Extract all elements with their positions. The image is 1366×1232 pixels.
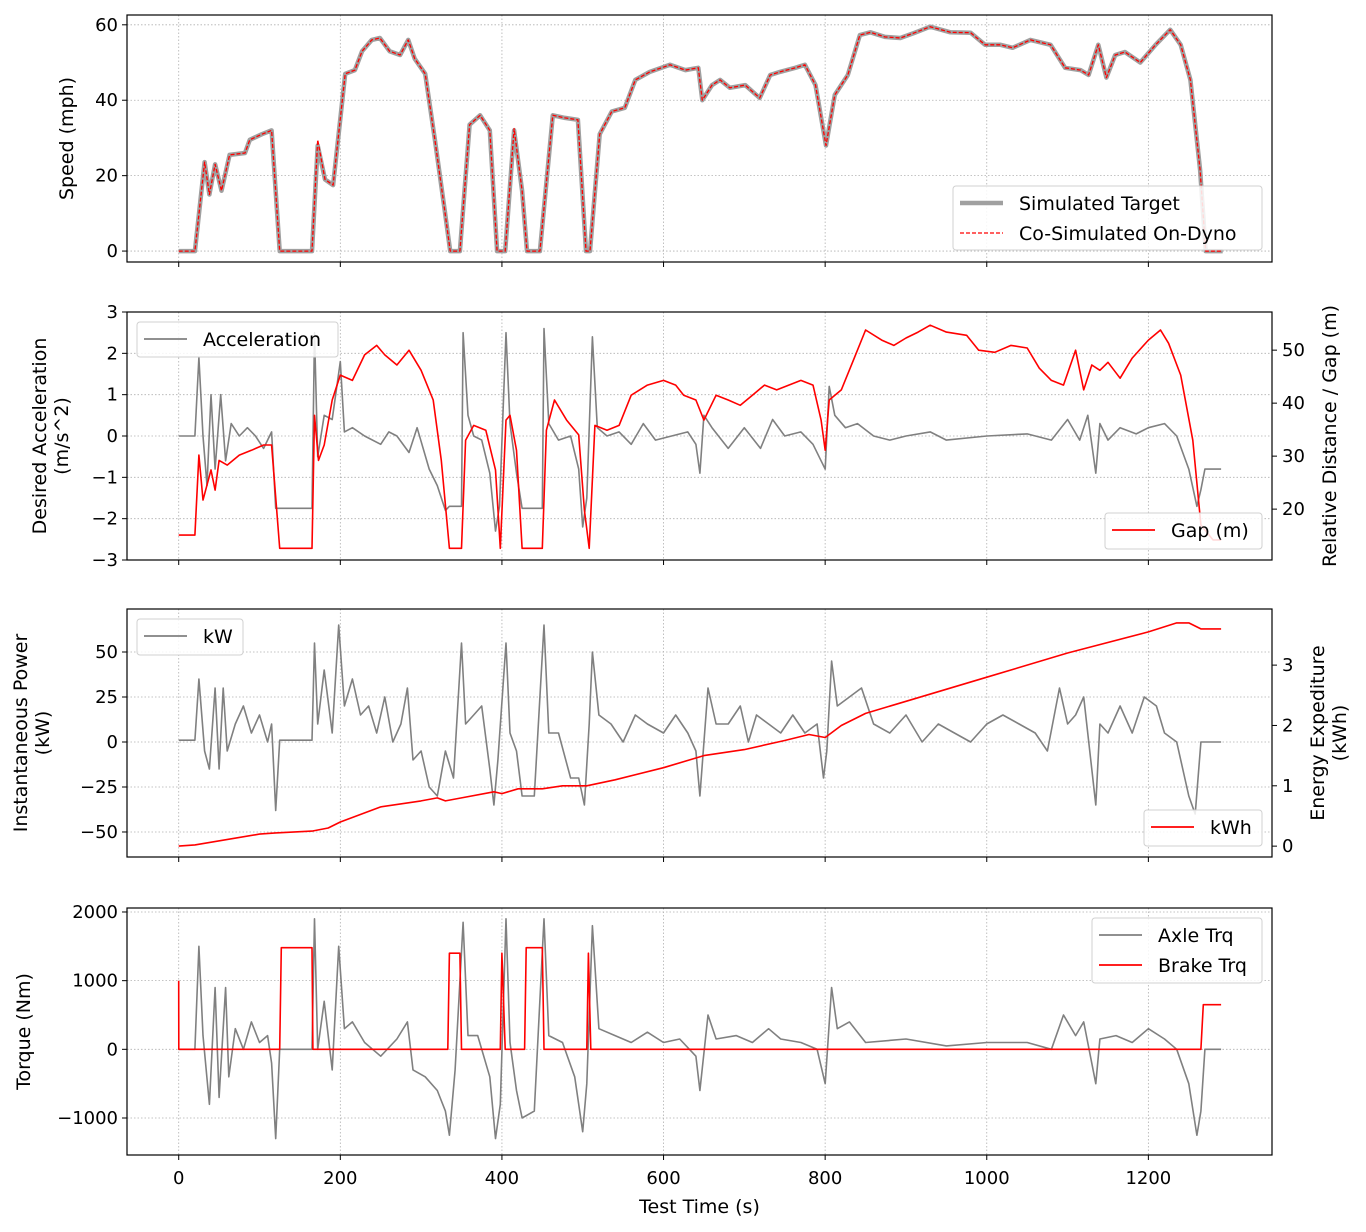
legend: Acceleration <box>136 321 339 358</box>
series-line-acceleration <box>178 327 1222 532</box>
axes-frame <box>126 608 1273 858</box>
legend-label: Acceleration <box>203 329 321 351</box>
y2-tick-label: 40 <box>1282 393 1305 414</box>
y-tick-label: 20 <box>95 166 118 187</box>
series-line-kw <box>178 624 1222 815</box>
legend-label: kW <box>203 626 233 648</box>
legend: Axle Trq Brake Trq <box>1091 917 1263 984</box>
series-line-gap-m- <box>178 324 1222 550</box>
y-tick-label: −50 <box>80 822 118 843</box>
legend: kW <box>136 618 244 656</box>
y-tick-label: 0 <box>107 241 118 262</box>
y-axis-label: Instantaneous Power <box>10 634 32 833</box>
x-axis-label: Test Time (s) <box>638 1196 760 1218</box>
series-line-co-simulated-on-dyno <box>178 26 1223 252</box>
legend-box <box>136 321 339 358</box>
legend-box <box>952 185 1263 251</box>
legend-box <box>1104 512 1263 550</box>
legend-label: Co-Simulated On-Dyno <box>1019 223 1237 245</box>
legend-label: kWh <box>1210 817 1252 839</box>
y-tick-label: −25 <box>80 777 118 798</box>
x-tick-label: 200 <box>323 1168 357 1189</box>
y-tick-label: −3 <box>91 550 118 571</box>
series-line-axle-trq <box>178 917 1222 1140</box>
y-tick-label: 1000 <box>72 971 118 992</box>
x-tick-label: 600 <box>646 1168 680 1189</box>
y-tick-label: −2 <box>91 509 118 530</box>
x-tick-label: 1000 <box>964 1168 1010 1189</box>
panel-1: 0 20 40 60 Speed (mph) Simulated Target Co-Sim… <box>56 14 1273 267</box>
panel-3: −50 −25 0 25 50 0 1 2 3 Instantaneous Power (kW) En… <box>10 608 1351 862</box>
legend: kWh <box>1143 809 1263 847</box>
y-tick-label: 60 <box>95 15 118 36</box>
y-tick-label: 2000 <box>72 902 118 923</box>
y-tick-label: 25 <box>95 687 118 708</box>
panel-4: 0 200 400 600 800 1000 1200 −1000 0 1000 2000 Torqu… <box>13 902 1273 1189</box>
y2-axis-label: Energy Expediture <box>1307 645 1329 820</box>
y2-tick-label: 20 <box>1282 499 1305 520</box>
legend-label: Gap (m) <box>1171 520 1249 542</box>
y-axis-label: Speed (mph) <box>56 77 78 200</box>
y2-axis-label: (kWh) <box>1329 705 1351 762</box>
panel-2: −3 −2 −1 0 1 2 3 20 30 40 50 Desired Acceleration (m… <box>29 302 1341 571</box>
x-tick-label: 1200 <box>1125 1168 1171 1189</box>
y-axis-label: Torque (Nm) <box>13 973 35 1091</box>
y-tick-label: 50 <box>95 642 118 663</box>
axes-frame <box>126 311 1273 561</box>
legend-label: Simulated Target <box>1019 193 1180 215</box>
y2-tick-label: 30 <box>1282 446 1305 467</box>
x-tick-label: 0 <box>173 1168 184 1189</box>
x-tick-label: 800 <box>808 1168 842 1189</box>
series-line-brake-trq <box>177 946 1222 1051</box>
y-axis-label: Desired Acceleration <box>29 338 51 535</box>
y-tick-label: 2 <box>107 343 118 364</box>
legend: Simulated Target Co-Simulated On-Dyno <box>952 185 1263 251</box>
y-tick-label: −1000 <box>57 1108 118 1129</box>
legend: Gap (m) <box>1104 512 1263 550</box>
y-axis-label: (kW) <box>32 711 54 756</box>
legend-box <box>136 618 244 656</box>
y-tick-label: 40 <box>95 90 118 111</box>
y-tick-label: −1 <box>91 467 118 488</box>
y2-tick-label: 1 <box>1282 776 1293 797</box>
y-tick-label: 3 <box>107 302 118 323</box>
y2-tick-label: 2 <box>1282 715 1293 736</box>
y2-tick-label: 0 <box>1282 836 1293 857</box>
y-tick-label: 0 <box>107 426 118 447</box>
y2-tick-label: 50 <box>1282 340 1305 361</box>
y-tick-label: 1 <box>107 385 118 406</box>
series-line-kwh <box>178 622 1222 847</box>
y-tick-label: 0 <box>107 1039 118 1060</box>
y-tick-label: 0 <box>107 732 118 753</box>
axes-frame <box>126 907 1273 1156</box>
x-tick-label: 400 <box>485 1168 519 1189</box>
legend-box <box>1143 809 1263 847</box>
y-axis-label: (m/s^2) <box>51 397 73 475</box>
y2-tick-label: 3 <box>1282 655 1293 676</box>
legend-label: Brake Trq <box>1158 955 1247 977</box>
axes-frame <box>126 14 1273 263</box>
y2-axis-label: Relative Distance / Gap (m) <box>1319 305 1341 567</box>
legend-label: Axle Trq <box>1158 925 1234 947</box>
